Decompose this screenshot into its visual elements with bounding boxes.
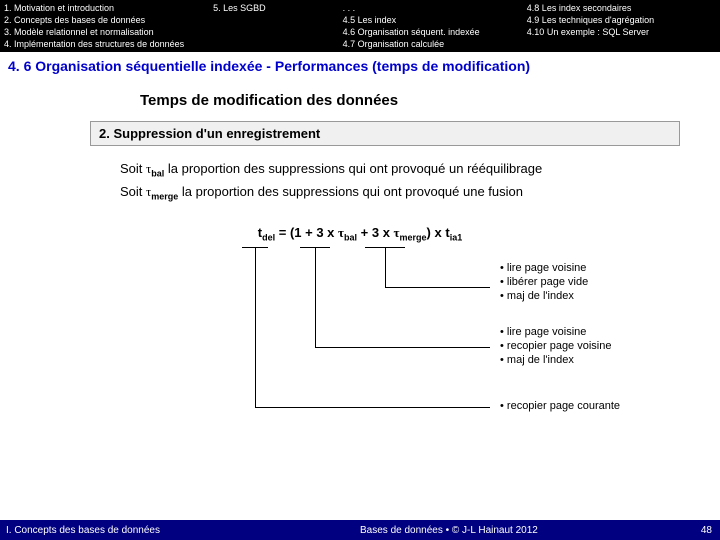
- top-nav: 1. Motivation et introduction 2. Concept…: [0, 0, 720, 52]
- subtitle: Temps de modification des données: [0, 80, 720, 121]
- bullet-group-2: • lire page voisine • recopier page vois…: [500, 325, 611, 367]
- text: la proportion des suppressions qui ont p…: [178, 184, 523, 199]
- definitions: Soit τbal la proportion des suppressions…: [0, 146, 720, 211]
- text: Soit: [120, 161, 146, 176]
- nav-item: 4.10 Un exemple : SQL Server: [527, 26, 716, 38]
- section-title: 4. 6 Organisation séquentielle indexée -…: [0, 52, 720, 80]
- nav-item: 4.9 Les techniques d'agrégation: [527, 14, 716, 26]
- nav-item: 3. Modèle relationnel et normalisation: [4, 26, 213, 38]
- sub-bal: bal: [151, 169, 164, 179]
- formula: tdel = (1 + 3 x τbal + 3 x τmerge) x tia…: [0, 211, 720, 247]
- footer-page: 48: [701, 525, 720, 536]
- nav-item: 4.5 Les index: [343, 14, 527, 26]
- footer-left: I. Concepts des bases de données: [0, 525, 360, 536]
- nav-item: 2. Concepts des bases de données: [4, 14, 213, 26]
- nav-item: 4.7 Organisation calculée: [343, 38, 527, 50]
- text: la proportion des suppressions qui ont p…: [164, 161, 542, 176]
- nav-item: 1. Motivation et introduction: [4, 2, 213, 14]
- bullet-group-3: • recopier page courante: [500, 399, 620, 413]
- sub-merge: merge: [151, 191, 178, 201]
- nav-item: . . .: [343, 2, 527, 14]
- nav-item: 4.8 Les index secondaires: [527, 2, 716, 14]
- bullet-group-1: • lire page voisine • libérer page vide …: [500, 261, 588, 303]
- topic-box: 2. Suppression d'un enregistrement: [90, 121, 680, 146]
- nav-item: 4. Implémentation des structures de donn…: [4, 38, 213, 50]
- footer-mid: Bases de données • © J-L Hainaut 2012: [360, 525, 701, 536]
- nav-item: 5. Les SGBD: [213, 2, 342, 14]
- text: Soit: [120, 184, 146, 199]
- footer: I. Concepts des bases de données Bases d…: [0, 520, 720, 540]
- nav-item: 4.6 Organisation séquent. indexée: [343, 26, 527, 38]
- bracket-diagram: • lire page voisine • libérer page vide …: [200, 247, 720, 427]
